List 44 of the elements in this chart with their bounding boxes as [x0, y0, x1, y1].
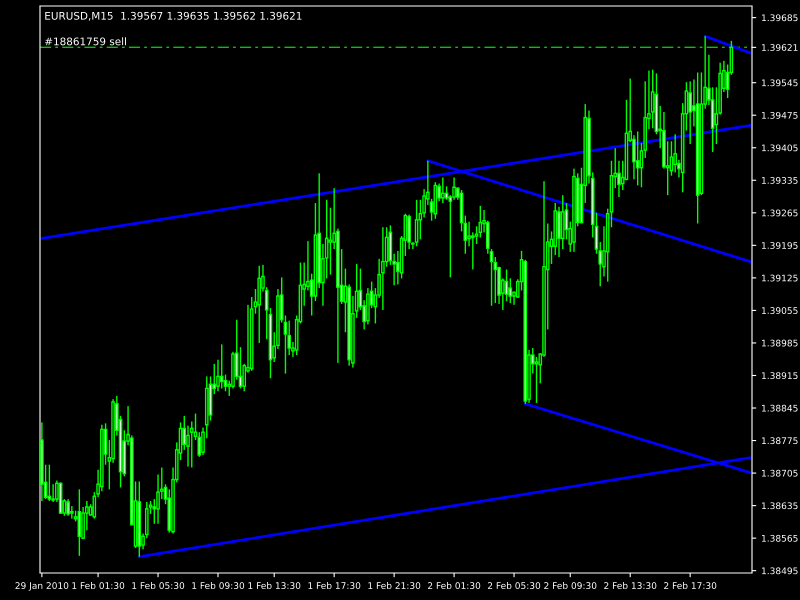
x-tick-label: 1 Feb 17:30 — [308, 582, 360, 590]
x-tick-label: 2 Feb 17:30 — [664, 582, 716, 590]
y-tick-label: 1.39265 — [762, 210, 798, 216]
x-tick-label: 1 Feb 05:30 — [132, 582, 184, 590]
y-tick-label: 1.38705 — [762, 470, 798, 477]
y-tick-label: 1.39475 — [762, 112, 798, 119]
y-tick-label: 1.38495 — [762, 567, 798, 574]
candlestick — [328, 207, 332, 276]
y-tick-label: 1.39335 — [762, 177, 798, 184]
x-tick-label: 2 Feb 13:30 — [604, 582, 656, 590]
x-tick-label: 1 Feb 09:30 — [192, 582, 244, 590]
candlestick — [220, 344, 224, 390]
candlestick — [688, 80, 692, 145]
y-tick-label: 1.39125 — [762, 274, 798, 282]
y-tick-label: 1.39545 — [762, 79, 798, 86]
x-tick-label: 2 Feb 05:30 — [488, 582, 540, 590]
candlestick — [70, 505, 74, 520]
x-tick-label: 2 Feb 01:30 — [428, 582, 480, 590]
y-tick-label: 1.38845 — [762, 404, 798, 412]
y-tick-label: 1.39405 — [762, 144, 798, 152]
y-tick-label: 1.39685 — [762, 14, 798, 22]
candlestick — [66, 498, 70, 517]
x-tick-label: 1 Feb 01:30 — [72, 582, 124, 590]
candlestick — [441, 176, 445, 204]
candlestick — [414, 199, 418, 247]
y-tick-label: 1.38985 — [762, 340, 798, 347]
x-tick-label: 1 Feb 21:30 — [368, 582, 420, 590]
y-tick-label: 1.39055 — [762, 307, 798, 314]
chart-title: EURUSD,M15 1.39567 1.39635 1.39562 1.39621 — [45, 12, 302, 21]
candlestick — [534, 356, 538, 404]
candlestick — [381, 226, 385, 311]
y-tick-label: 1.39195 — [762, 242, 798, 249]
x-tick-label: 29 Jan 2010 — [15, 582, 68, 591]
y-tick-label: 1.38775 — [762, 437, 798, 444]
y-tick-label: 1.38565 — [762, 534, 798, 542]
candlestick — [48, 464, 52, 502]
candlestick — [673, 134, 677, 174]
candlestick — [636, 130, 640, 186]
y-tick-label: 1.38635 — [762, 502, 798, 510]
x-tick-label: 1 Feb 13:30 — [248, 582, 300, 590]
ref-line-label: #18861759 sell — [45, 37, 126, 46]
y-tick-label: 1.39621 — [762, 44, 798, 51]
x-tick-label: 2 Feb 09:30 — [544, 582, 596, 590]
y-tick-label: 1.38915 — [762, 372, 798, 380]
